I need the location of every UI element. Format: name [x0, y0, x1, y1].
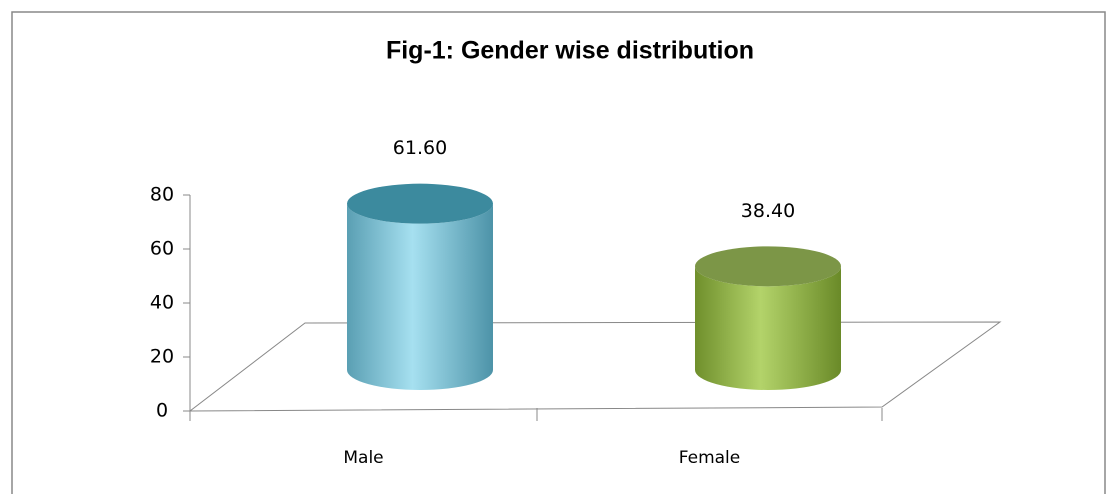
- y-tick-label: 60: [150, 238, 174, 260]
- bar: [347, 203, 493, 390]
- chart-title: Fig-1: Gender wise distribution: [386, 37, 754, 65]
- bar: [695, 266, 841, 390]
- data-label: 38.40: [741, 200, 795, 222]
- data-label: 61.60: [393, 137, 447, 159]
- y-tick-label: 0: [156, 400, 168, 422]
- chart-border: [11, 11, 1106, 494]
- bar-top: [695, 246, 841, 287]
- y-tick-label: 20: [150, 346, 174, 368]
- x-tick-label: Male: [343, 448, 383, 468]
- floor: [188, 321, 1002, 412]
- bar-top: [347, 183, 493, 224]
- y-tick-label: 80: [150, 184, 174, 206]
- x-tick-label: Female: [679, 448, 740, 468]
- y-tick-label: 40: [150, 292, 174, 314]
